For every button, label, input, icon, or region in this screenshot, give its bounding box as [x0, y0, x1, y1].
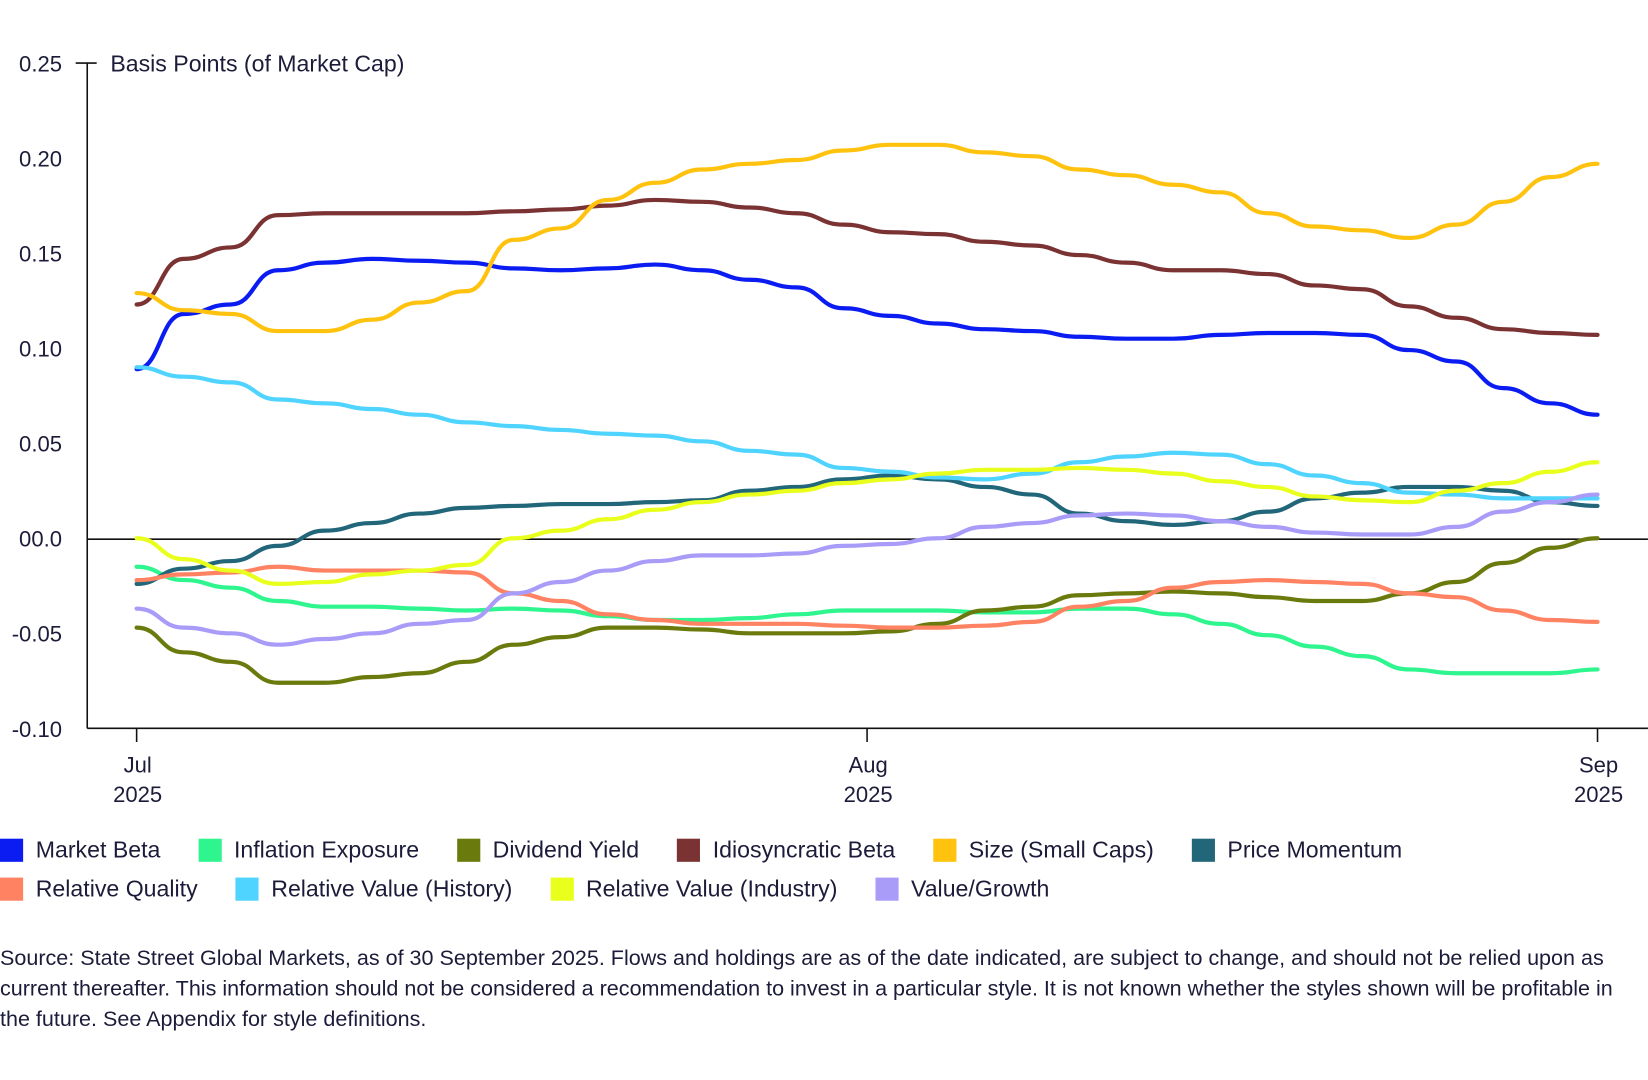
y-tick-label: -0.10	[12, 717, 62, 742]
series-line-relative-value-industry	[134, 460, 1600, 586]
legend-item-relative-quality: Relative Quality	[0, 875, 198, 902]
legend-label: Relative Quality	[35, 875, 198, 902]
x-tick-month: Aug	[848, 752, 887, 777]
legend-label: Relative Value (History)	[271, 875, 513, 902]
legend-swatch	[875, 877, 899, 901]
legend-label: Size (Small Caps)	[968, 836, 1154, 863]
y-axis: 0.25 0.20 0.15 0.10 0.05 00.0 -0.05 -0.10	[12, 51, 62, 741]
x-tick-year: 2025	[113, 782, 162, 807]
legend-swatch	[198, 838, 222, 862]
legend-swatch	[550, 877, 574, 901]
series-line-value-growth	[134, 492, 1600, 647]
y-tick-label: 0.20	[19, 147, 62, 172]
x-tick-month: Sep	[1579, 752, 1618, 777]
legend-swatch	[235, 877, 259, 901]
x-tick-year: 2025	[844, 782, 893, 807]
legend-label: Value/Growth	[910, 875, 1050, 902]
series-line-market-beta	[134, 256, 1600, 417]
legend-swatch	[0, 877, 24, 901]
legend-item-size-small-caps: Size (Small Caps)	[933, 837, 1154, 864]
legend-swatch	[933, 838, 957, 862]
series-line-size-small-caps	[134, 142, 1600, 334]
line-chart: 0.25 0.20 0.15 0.10 0.05 00.0 -0.05 -0.10 Basis…	[12, 50, 1648, 807]
series-line-relative-quality	[134, 564, 1600, 630]
x-tick-month: Jul	[124, 752, 152, 777]
source-note: Source: State Street Global Markets, as …	[0, 945, 1613, 1032]
legend-item-dividend-yield: Dividend Yield	[456, 836, 640, 864]
legend-swatch	[456, 838, 481, 862]
legend-item-relative-value-industry: Relative Value (Industry)	[550, 875, 837, 902]
legend-item-market-beta: Market Beta	[0, 837, 160, 864]
y-tick-label: 0.15	[19, 242, 62, 267]
legend-item-inflation-exposure: Inflation Exposure	[198, 837, 419, 864]
series-line-dividend-yield	[134, 536, 1600, 685]
legend-item-idiosyncratic-beta: Idiosyncratic Beta	[677, 837, 895, 864]
x-tick-year: 2025	[1574, 782, 1623, 807]
y-tick-label: 0.05	[19, 432, 62, 457]
legend-item-price-momentum: Price Momentum	[1191, 836, 1403, 864]
y-tick-label: -0.05	[12, 622, 62, 647]
series-line-price-momentum	[134, 473, 1600, 586]
legend-label: Dividend Yield	[492, 836, 640, 863]
y-tick-label: 0.10	[19, 337, 62, 362]
legend-label: Idiosyncratic Beta	[712, 836, 896, 863]
legend-label: Market Beta	[35, 836, 161, 863]
x-axis: Jul 2025 Aug 2025 Sep 2025	[113, 728, 1623, 807]
series-line-inflation-exposure	[134, 564, 1600, 676]
y-tick-label: 0.25	[19, 51, 62, 76]
legend-label: Relative Value (Industry)	[585, 875, 838, 902]
legend-swatch	[0, 838, 24, 862]
series-line-idiosyncratic-beta	[134, 197, 1600, 337]
legend-swatch	[1191, 838, 1215, 862]
series-line-relative-value-history	[134, 365, 1600, 501]
legend-label: Inflation Exposure	[233, 836, 420, 863]
y-tick-label: 00.0	[19, 527, 62, 552]
legend-item-relative-value-history: Relative Value (History)	[235, 875, 513, 902]
legend-item-value-growth: Value/Growth	[875, 875, 1049, 902]
y-axis-label: Basis Points (of Market Cap)	[110, 50, 404, 76]
legend-swatch	[677, 838, 701, 862]
series-lines	[134, 142, 1600, 685]
legend-label: Price Momentum	[1227, 836, 1403, 863]
